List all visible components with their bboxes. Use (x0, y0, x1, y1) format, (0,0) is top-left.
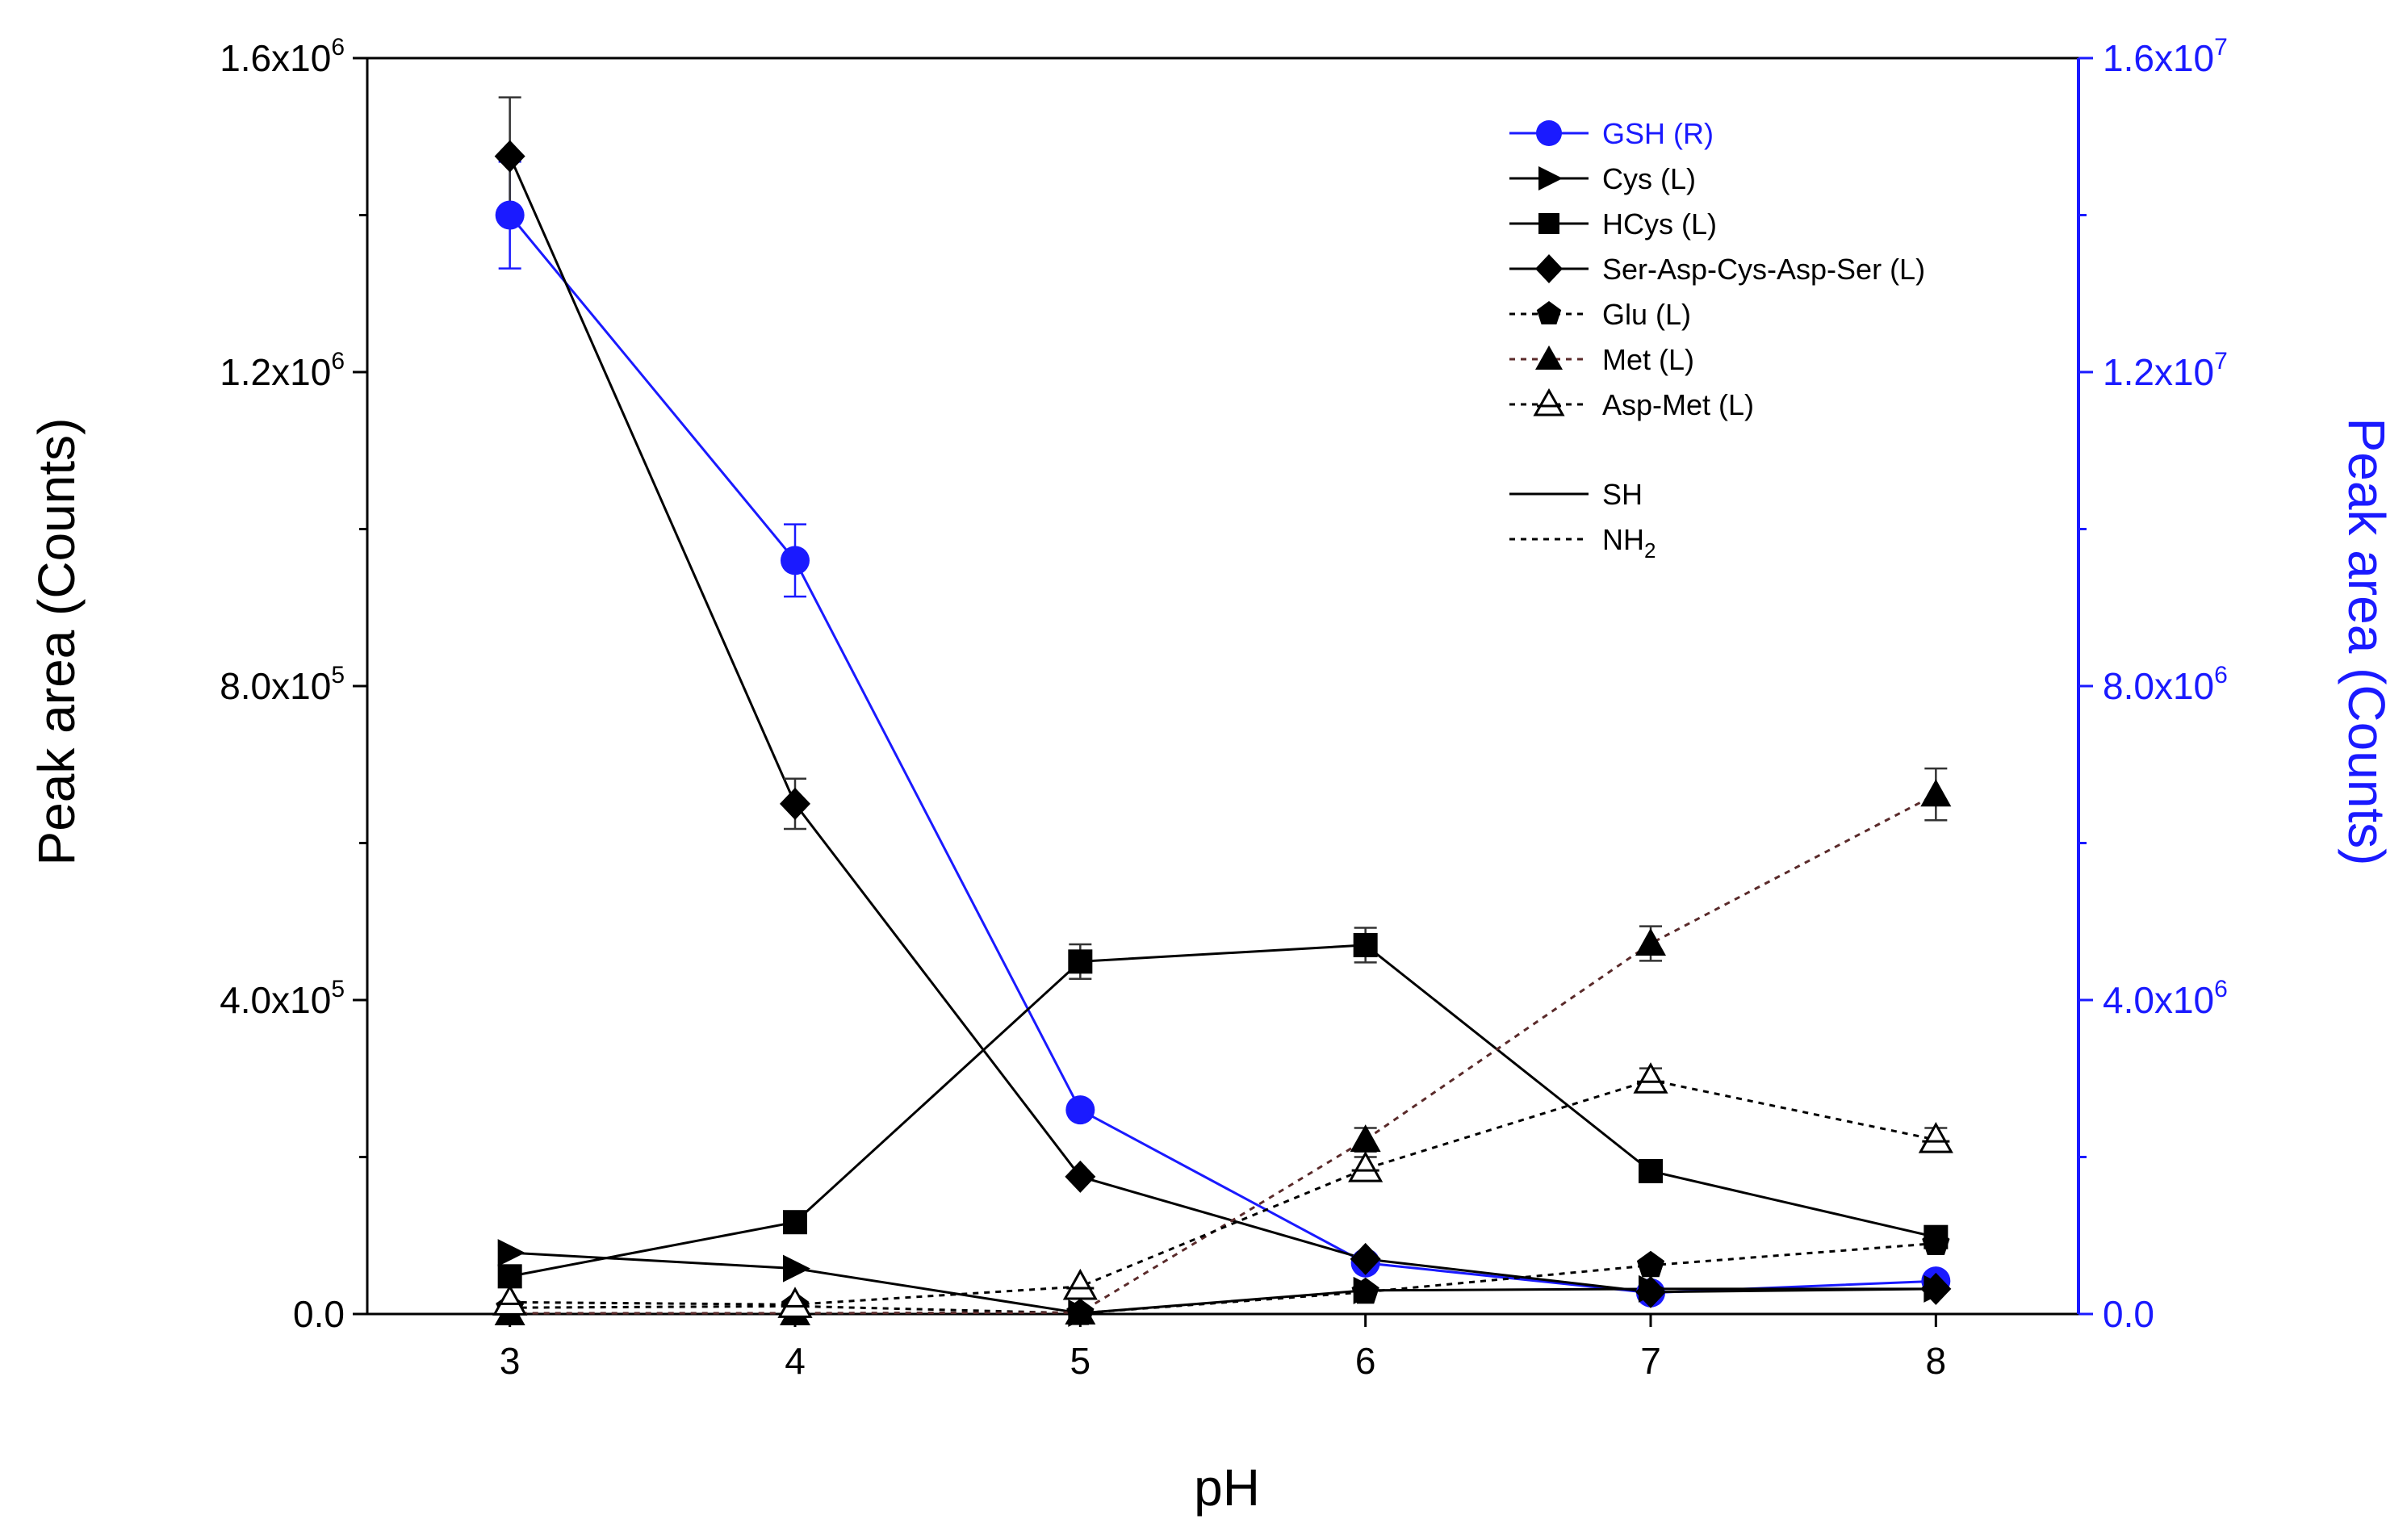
x-tick-label: 4 (785, 1340, 806, 1382)
legend-marker-glu-l (1536, 301, 1562, 324)
legend-label-cys-l: Cys (L) (1602, 162, 1696, 195)
data-point-ser-asp-cys-asp-ser-l (1635, 1275, 1666, 1308)
right-y-tick-label: 1.6x107 (2103, 34, 2228, 79)
data-point-hcys-l (1353, 932, 1378, 957)
data-point-asp-met-l (777, 1287, 813, 1318)
data-point-ser-asp-cys-asp-ser-l (494, 140, 525, 173)
left-y-axis-title: Peak area (Counts) (27, 418, 86, 866)
data-point-asp-met-l (1062, 1268, 1098, 1300)
data-point-ser-asp-cys-asp-ser-l (1065, 1160, 1096, 1193)
legend-marker-asp-met-l (1533, 387, 1565, 416)
legend-label-asp-met-l: Asp-Met (L) (1602, 388, 1754, 421)
data-point-asp-met-l (492, 1284, 528, 1316)
series-line-asp-met-l (509, 1078, 1936, 1306)
series-line-glu-l (509, 1242, 1936, 1315)
x-tick-label: 5 (1070, 1340, 1091, 1382)
data-point-hcys-l (1639, 1159, 1663, 1184)
data-point-gsh-r (781, 546, 810, 575)
legend-linestyle-label: NH2 (1602, 523, 1656, 563)
left-y-tick-label: 1.6x106 (220, 34, 345, 79)
legend-marker-hcys-l (1538, 213, 1559, 234)
data-point-asp-met-l (1918, 1122, 1953, 1153)
series-line-hcys-l (509, 944, 1936, 1278)
data-point-ser-asp-cys-asp-ser-l (1350, 1242, 1381, 1275)
data-point-met-l (1920, 779, 1952, 807)
x-tick-label: 3 (500, 1340, 521, 1382)
legend-marker-gsh-r (1536, 120, 1562, 146)
right-y-tick-label: 1.2x107 (2103, 348, 2228, 393)
legend-label-met-l: Met (L) (1602, 343, 1694, 376)
series-line-gsh-r (509, 214, 1936, 1295)
data-point-asp-met-l (1348, 1151, 1384, 1182)
x-tick-label: 7 (1640, 1340, 1661, 1382)
series-line-met-l (509, 793, 1936, 1315)
data-point-glu-l (1351, 1277, 1379, 1304)
data-point-hcys-l (783, 1210, 807, 1235)
legend-marker-ser-asp-cys-asp-ser-l (1535, 254, 1563, 283)
legend-label-hcys-l: HCys (L) (1602, 207, 1717, 241)
data-point-hcys-l (1068, 949, 1093, 974)
left-y-tick-label: 1.2x106 (220, 348, 345, 393)
x-tick-label: 6 (1355, 1340, 1376, 1382)
right-y-axis-title: Peak area (Counts) (2338, 418, 2396, 866)
series-line-cys-l (509, 1251, 1936, 1315)
legend-marker-met-l (1535, 345, 1563, 370)
data-point-hcys-l (497, 1264, 522, 1289)
data-point-gsh-r (495, 200, 525, 230)
left-y-tick-label: 0.0 (293, 1293, 345, 1335)
legend-marker-cys-l (1538, 166, 1563, 190)
data-point-met-l (1350, 1124, 1381, 1153)
legend-label-gsh-r: GSH (R) (1602, 117, 1714, 150)
left-y-tick-label: 4.0x105 (220, 976, 345, 1021)
data-point-met-l (1065, 1297, 1096, 1325)
right-y-tick-label: 0.0 (2103, 1293, 2154, 1335)
right-y-tick-label: 4.0x106 (2103, 976, 2228, 1021)
data-point-glu-l (1636, 1250, 1665, 1278)
legend-label-glu-l: Glu (L) (1602, 298, 1691, 331)
right-y-tick-label: 8.0x106 (2103, 662, 2228, 707)
legend-label-ser-asp-cys-asp-ser-l: Ser-Asp-Cys-Asp-Ser (L) (1602, 253, 1925, 286)
data-point-met-l (1635, 927, 1666, 956)
data-point-gsh-r (1065, 1095, 1095, 1125)
data-point-glu-l (1922, 1228, 1950, 1255)
data-point-cys-l (497, 1239, 525, 1267)
left-y-tick-label: 8.0x105 (220, 662, 345, 707)
data-point-asp-met-l (1633, 1062, 1668, 1094)
data-point-ser-asp-cys-asp-ser-l (780, 787, 810, 820)
x-axis-title: pH (1194, 1458, 1260, 1517)
legend-linestyle-label: SH (1602, 478, 1643, 511)
x-tick-label: 8 (1926, 1340, 1947, 1382)
series-line-ser-asp-cys-asp-ser-l (509, 155, 1936, 1294)
data-point-cys-l (783, 1254, 810, 1283)
data-point-ser-asp-cys-asp-ser-l (1920, 1272, 1952, 1305)
